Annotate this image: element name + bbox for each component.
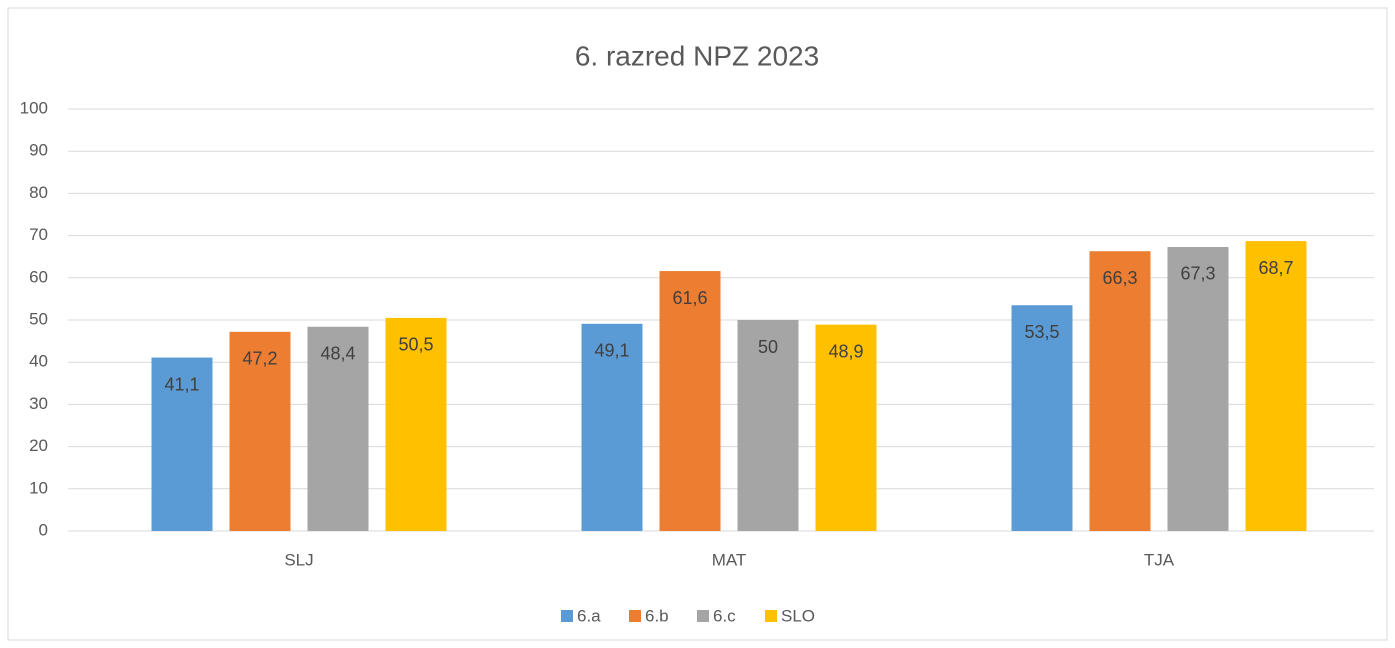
bar: [737, 320, 799, 531]
legend-label: 6.a: [577, 606, 601, 625]
x-tick-label: TJA: [1144, 550, 1175, 569]
legend-label: 6.b: [645, 606, 669, 625]
y-tick-label: 40: [29, 352, 48, 371]
data-label: 67,3: [1180, 264, 1215, 284]
y-tick-label: 80: [29, 183, 48, 202]
x-tick-label: MAT: [712, 550, 747, 569]
x-tick-label: SLJ: [284, 550, 313, 569]
data-label: 41,1: [164, 374, 199, 394]
bar: [229, 331, 291, 531]
y-tick-label: 60: [29, 267, 48, 286]
data-label: 49,1: [594, 341, 629, 361]
legend-label: 6.c: [713, 606, 736, 625]
data-label: 50: [758, 337, 778, 357]
bar: [659, 271, 721, 531]
y-tick-label: 100: [20, 98, 48, 117]
bar: [151, 357, 213, 531]
chart-title: 6. razred NPZ 2023: [575, 40, 819, 71]
bar: [1011, 305, 1073, 531]
y-tick-label: 70: [29, 225, 48, 244]
data-label: 61,6: [672, 288, 707, 308]
y-tick-label: 90: [29, 141, 48, 160]
y-tick-label: 30: [29, 394, 48, 413]
data-label: 68,7: [1258, 258, 1293, 278]
y-tick-label: 20: [29, 436, 48, 455]
legend-swatch: [561, 610, 573, 622]
bar: [815, 324, 877, 531]
data-label: 66,3: [1102, 268, 1137, 288]
bar: [1167, 246, 1229, 531]
data-label: 48,9: [828, 341, 863, 361]
data-label: 48,4: [320, 344, 355, 364]
y-tick-label: 0: [39, 520, 48, 539]
legend-swatch: [629, 610, 641, 622]
bar: [1245, 241, 1307, 531]
data-label: 53,5: [1024, 322, 1059, 342]
y-tick-label: 50: [29, 309, 48, 328]
bar: [1089, 251, 1151, 532]
bar: [581, 323, 643, 531]
legend-label: SLO: [781, 606, 815, 625]
legend-swatch: [765, 610, 777, 622]
bar: [307, 326, 369, 531]
legend-swatch: [697, 610, 709, 622]
data-label: 47,2: [242, 349, 277, 369]
bar: [385, 317, 447, 531]
data-label: 50,5: [398, 335, 433, 355]
y-tick-label: 10: [29, 478, 48, 497]
